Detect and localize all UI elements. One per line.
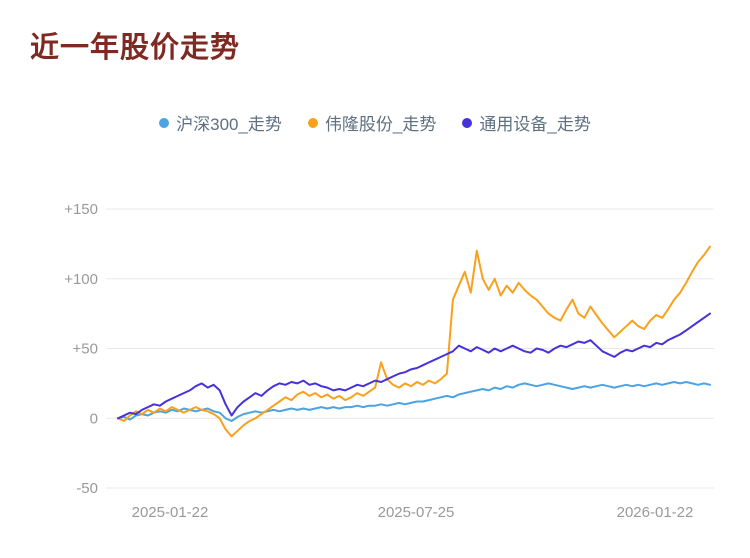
legend-dot [462, 117, 473, 128]
legend-item-tongyong[interactable]: 通用设备_走势 [462, 110, 591, 135]
page-title: 近一年股价走势 [30, 32, 241, 64]
legend-dot [159, 117, 170, 128]
y-tick-label: -50 [76, 480, 98, 497]
legend-label: 通用设备_走势 [479, 115, 591, 134]
legend-dot [307, 117, 318, 128]
y-tick-label: 0 [90, 410, 98, 427]
legend-label: 伟隆股份_走势 [324, 115, 437, 134]
y-tick-label: +50 [73, 341, 98, 358]
series-line-2 [117, 312, 711, 420]
legend-label: 沪深300_走势 [176, 115, 282, 134]
series-line-1 [117, 245, 711, 438]
x-tick-label: 2025-01-22 [132, 504, 209, 521]
chart-legend: 沪深300_走势 伟隆股份_走势 通用设备_走势 [0, 110, 750, 135]
x-tick-label: 2026-01-22 [617, 504, 694, 521]
y-tick-label: +150 [64, 201, 98, 218]
legend-item-weilong[interactable]: 伟隆股份_走势 [307, 110, 437, 135]
legend-item-hushen300[interactable]: 沪深300_走势 [159, 110, 282, 135]
y-tick-label: +100 [64, 271, 98, 288]
series-line-0 [117, 381, 711, 422]
x-tick-label: 2025-07-25 [378, 504, 455, 521]
